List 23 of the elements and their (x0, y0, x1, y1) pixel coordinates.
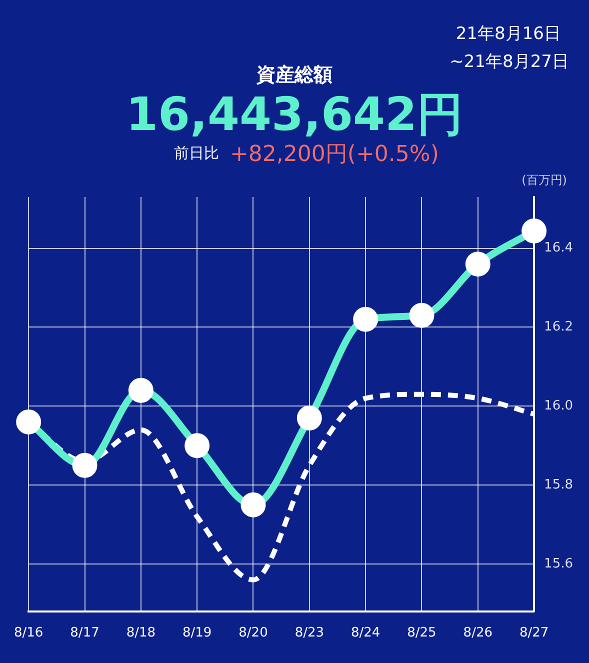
x-tick-label: 8/20 (238, 626, 268, 641)
x-tick-label: 8/25 (407, 626, 436, 641)
y-tick-label: 16.0 (544, 398, 574, 414)
text: 前日比 (174, 144, 219, 163)
text: +82,200円(+0.5%) (230, 142, 439, 167)
chart-subtitle: 16,443,642円 (126, 87, 463, 141)
y-tick-label: 15.6 (544, 556, 574, 572)
x-tick-label: 8/16 (14, 626, 44, 641)
y-tick-label: 16.4 (544, 240, 574, 256)
x-tick-label: 8/27 (519, 626, 549, 641)
y-tick-label: 16.2 (544, 320, 574, 335)
x-tick-label: 8/23 (294, 626, 324, 641)
point (16, 409, 42, 434)
x-tick-label: 8/18 (126, 626, 156, 641)
x-tick-label: 8/26 (463, 626, 492, 641)
x-tick-label: 8/24 (350, 626, 380, 641)
y-tick-label: 15.8 (544, 477, 574, 492)
text: ~21年8月27日 (450, 51, 569, 73)
x-tick-label: 8/19 (182, 626, 212, 641)
y-axis-title: (百万円) (522, 172, 567, 189)
x-tick-label: 8/17 (70, 626, 100, 641)
text: 21年8月16日 (456, 23, 561, 45)
chart-title: 資産総額 (256, 64, 332, 86)
